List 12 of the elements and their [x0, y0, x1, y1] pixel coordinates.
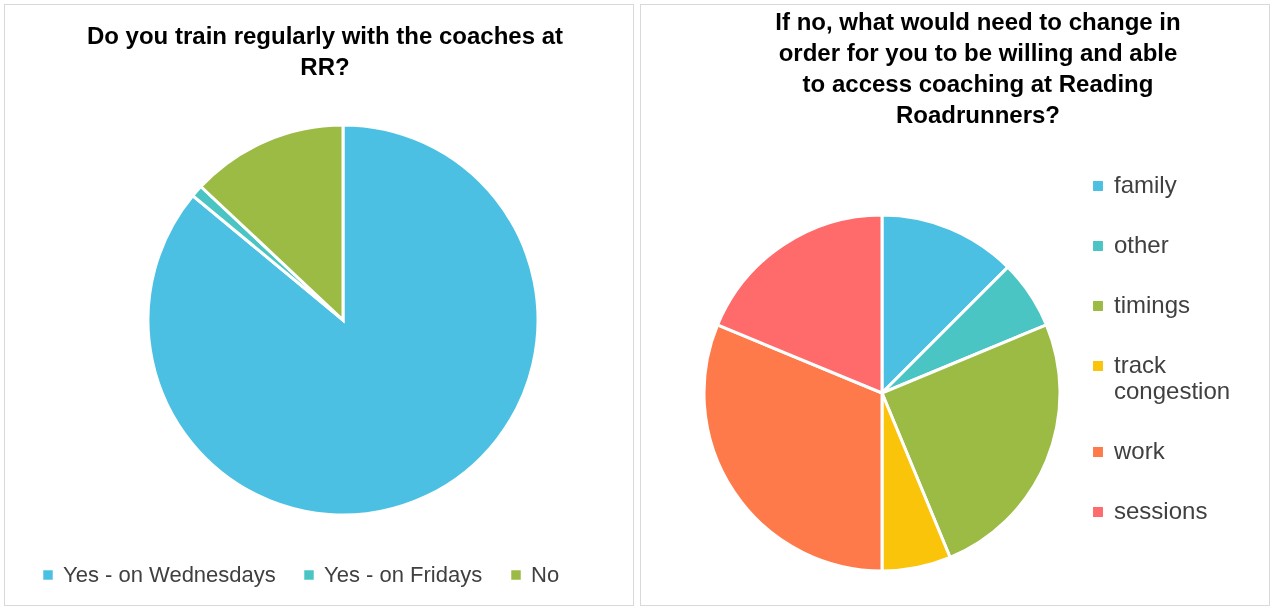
legend-label: Yes - on Fridays	[324, 562, 483, 587]
legend-label: track congestion	[1114, 351, 1231, 404]
chart-title: If no, what would need to change in order for you to be willing and able to access coaching at Reading Roadrunners?	[775, 8, 1181, 128]
legend-label: family	[1114, 171, 1177, 198]
legend-label: other	[1114, 231, 1169, 258]
legend-label: work	[1113, 437, 1166, 464]
legend-label: timings	[1114, 291, 1191, 318]
legend-label: sessions	[1114, 497, 1208, 524]
legend-label: No	[531, 562, 560, 587]
legend-label: Yes - on Wednesdays	[63, 562, 276, 587]
pie-slice	[146, 123, 540, 517]
chart-title: Do you train regularly with the coaches at RR?	[86, 22, 564, 80]
